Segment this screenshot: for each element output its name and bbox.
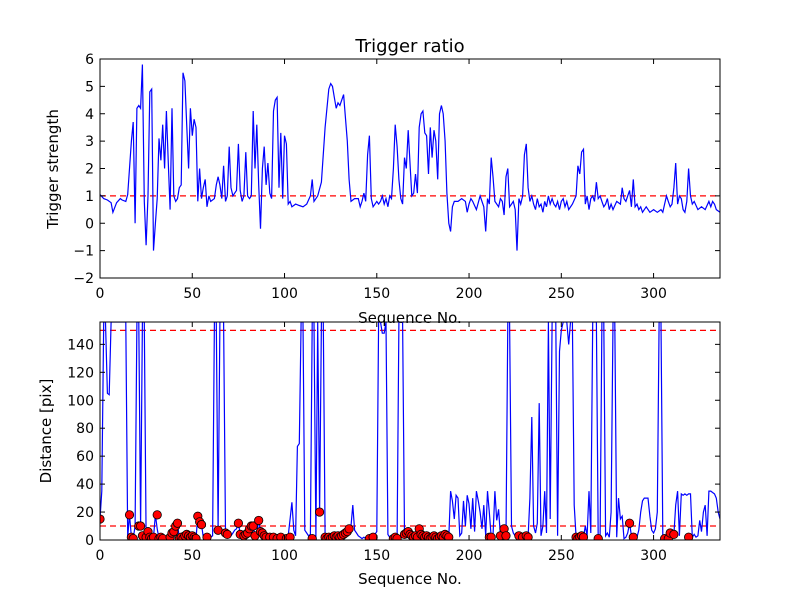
- y-tick-label: 1: [85, 189, 94, 205]
- y-tick-label: 3: [85, 134, 94, 150]
- x-tick-label: 0: [96, 548, 105, 564]
- distance-chart: Sequence No. Distance [pix] 0 50 100 150 200…: [37, 321, 721, 588]
- series-line: [100, 64, 720, 251]
- data-point: [285, 532, 295, 540]
- data-point: [368, 532, 378, 540]
- trigger-ratio-chart: Trigger ratio Sequence No. Trigger stren…: [44, 36, 721, 327]
- data-point: [344, 524, 354, 534]
- x-tick-label: 200: [456, 548, 483, 564]
- y-axis-label: Distance [pix]: [37, 379, 55, 484]
- data-point: [152, 510, 162, 520]
- data-point: [684, 532, 694, 540]
- data-point: [486, 532, 496, 540]
- y-tick-label: 0: [85, 533, 94, 549]
- y-tick-label: 2: [85, 162, 94, 178]
- y-tick-label: 80: [76, 421, 94, 437]
- x-tick-label: 50: [183, 286, 201, 302]
- x-axis-label: Sequence No.: [358, 570, 462, 588]
- data-point: [222, 529, 232, 540]
- data-point: [233, 518, 243, 528]
- series-group: [100, 64, 720, 251]
- data-point: [444, 532, 454, 540]
- x-tick-label: 0: [96, 286, 105, 302]
- chart-title: Trigger ratio: [354, 36, 464, 57]
- data-point: [624, 518, 635, 528]
- data-point: [578, 532, 589, 540]
- x-axis-label: Sequence No.: [358, 309, 462, 327]
- data-point: [307, 534, 317, 540]
- x-tick-label: 150: [363, 548, 390, 564]
- data-point: [248, 521, 258, 531]
- y-axis-label: Trigger strength: [44, 109, 62, 230]
- y-tick-label: −1: [73, 244, 94, 260]
- data-point: [628, 532, 638, 540]
- x-tick-label: 300: [640, 548, 667, 564]
- data-point: [669, 529, 679, 540]
- data-point: [254, 515, 264, 526]
- y-tick-label: 100: [67, 393, 94, 409]
- x-tick-label: 100: [271, 548, 298, 564]
- x-tick-label: 300: [640, 286, 667, 302]
- y-tick-label: 0: [85, 216, 94, 232]
- x-tick-label: 100: [271, 286, 298, 302]
- y-tick-label: 20: [76, 505, 94, 521]
- data-point: [124, 510, 135, 520]
- y-tick-label: 5: [85, 79, 94, 95]
- series-group: [100, 322, 720, 540]
- y-tick-label: 6: [85, 52, 94, 68]
- data-point: [501, 531, 511, 540]
- x-tick-label: 250: [548, 548, 575, 564]
- x-tick-label: 150: [363, 286, 390, 302]
- data-point: [202, 532, 212, 540]
- x-tick-label: 250: [548, 286, 575, 302]
- data-point: [135, 521, 146, 531]
- data-point: [392, 534, 402, 540]
- x-tick-label: 200: [456, 286, 483, 302]
- y-tick-label: 120: [67, 365, 94, 381]
- y-tick-label: 140: [67, 337, 94, 353]
- data-point: [191, 534, 201, 540]
- data-point: [314, 507, 325, 517]
- y-tick-label: 60: [76, 449, 94, 465]
- plot-frame: [99, 321, 721, 541]
- x-tick-label: 50: [183, 548, 201, 564]
- y-tick-label: −2: [73, 271, 94, 287]
- y-tick-label: 4: [85, 107, 94, 123]
- data-point: [593, 534, 603, 540]
- data-point: [523, 532, 533, 540]
- data-point: [196, 520, 207, 530]
- data-point: [172, 518, 183, 528]
- y-tick-label: 40: [76, 477, 94, 493]
- data-point: [128, 534, 138, 540]
